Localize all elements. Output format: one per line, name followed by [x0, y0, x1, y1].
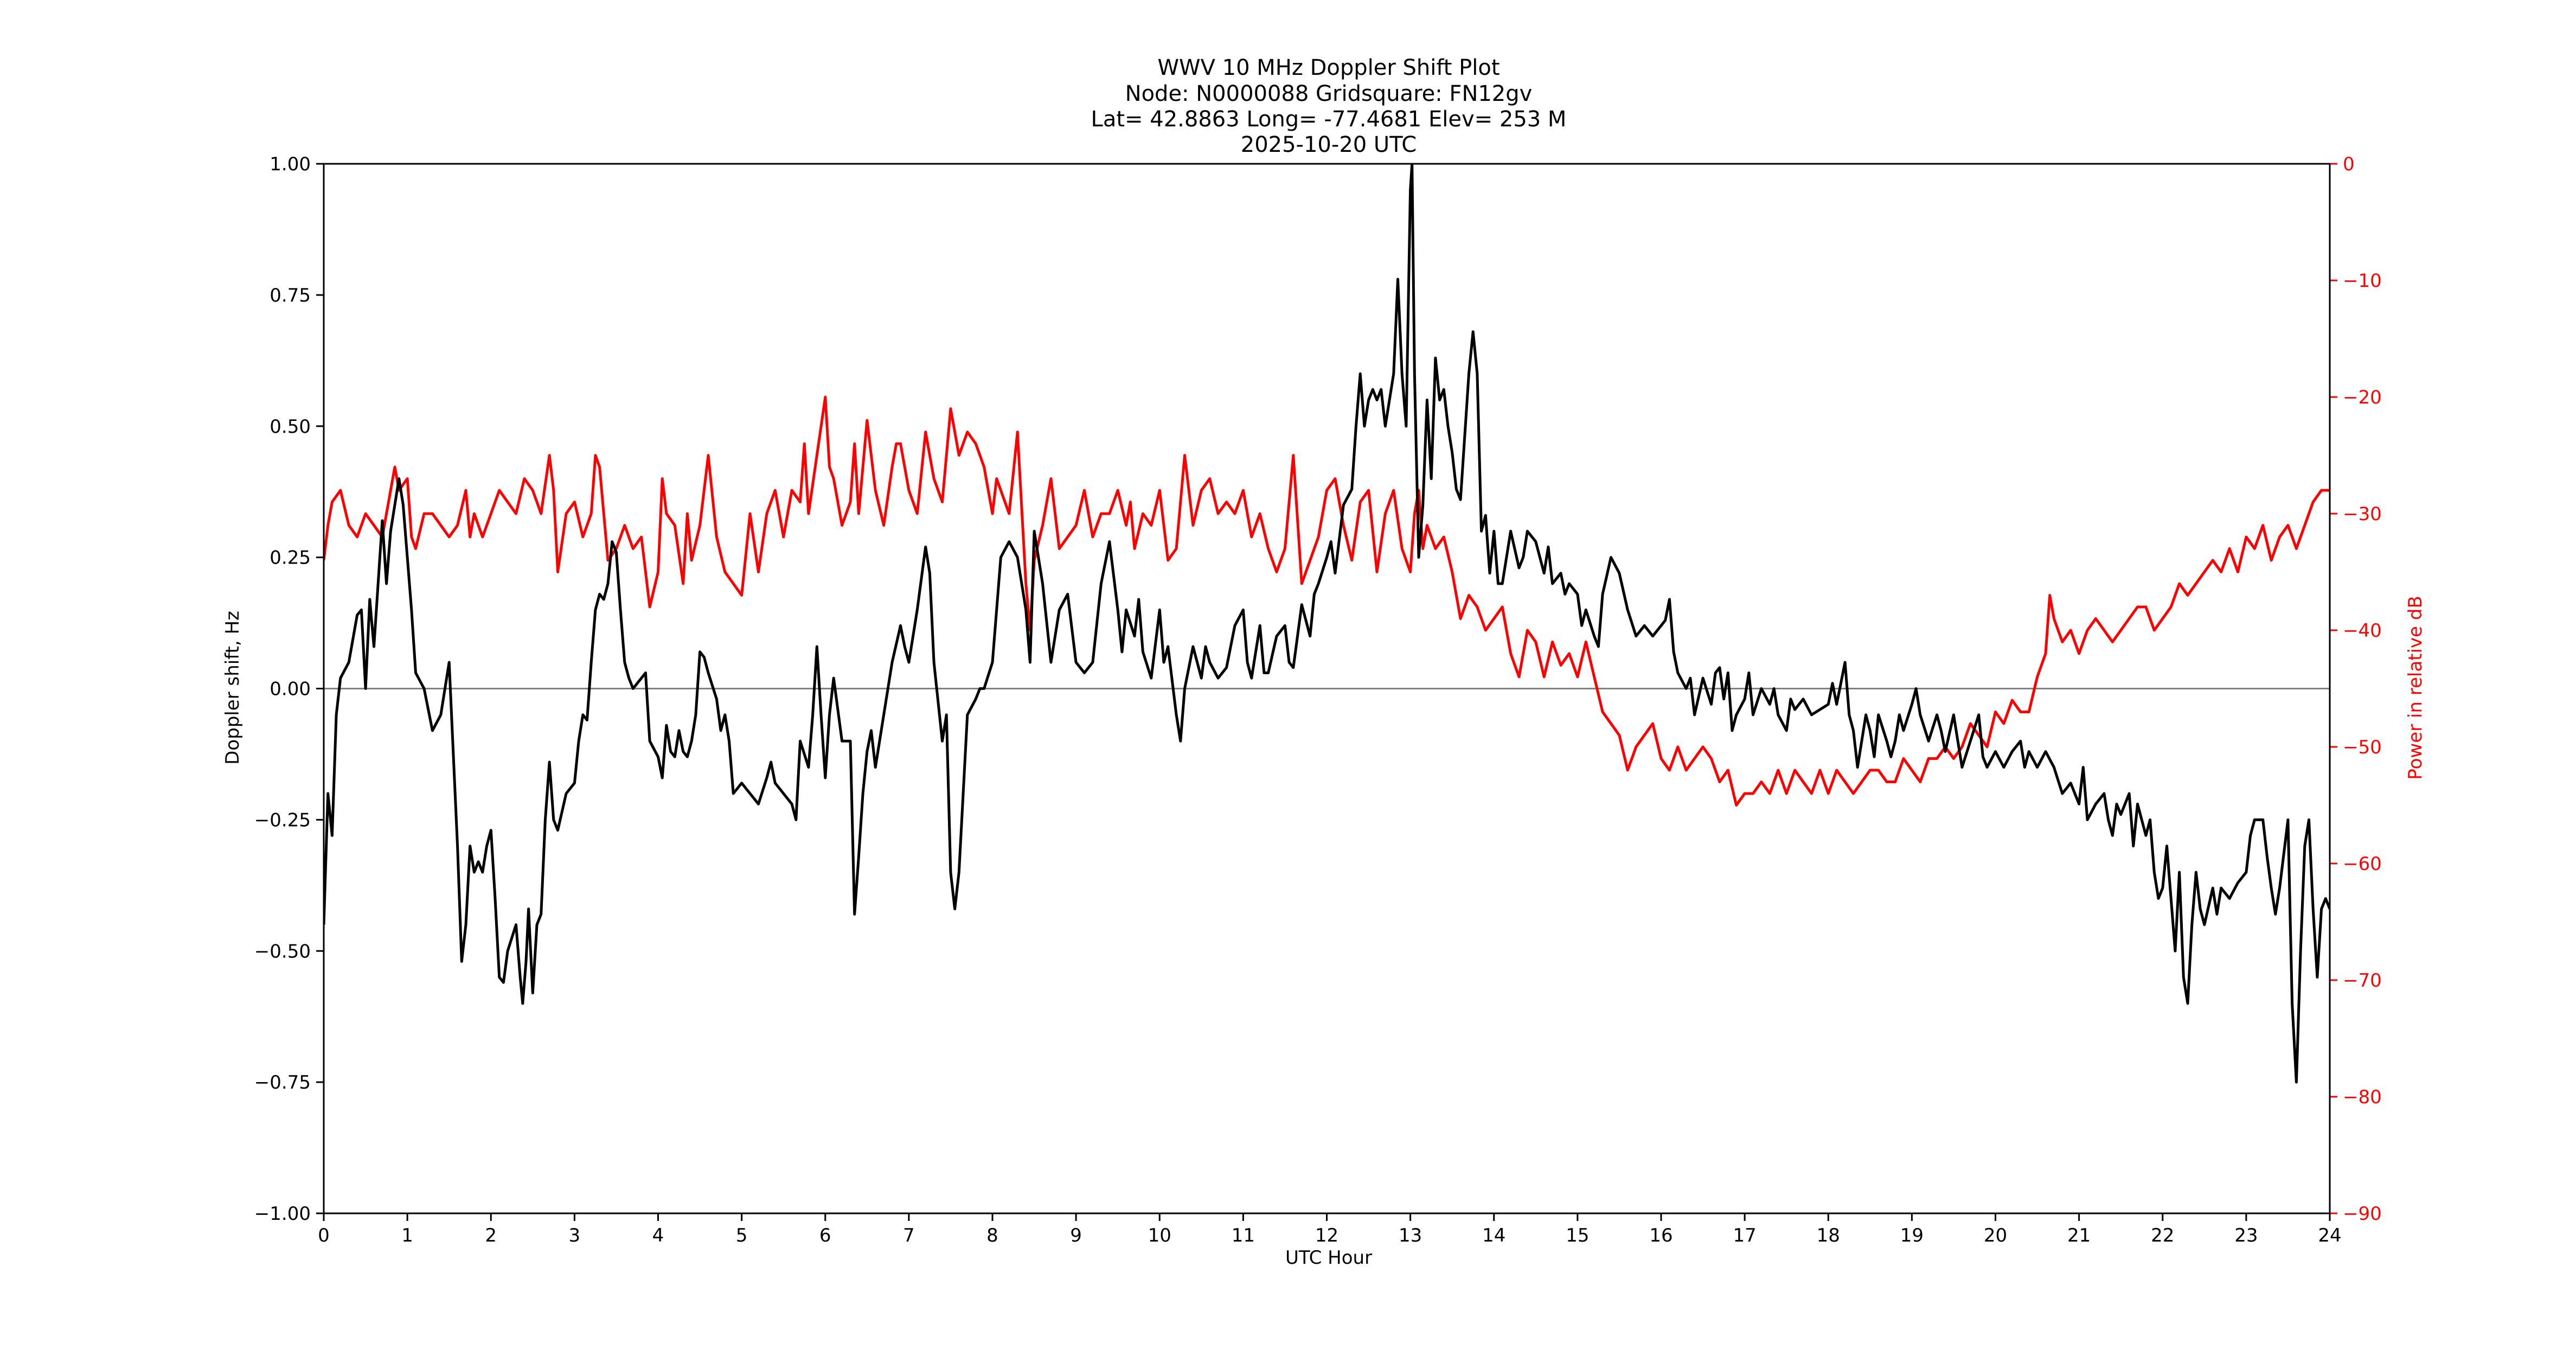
y2-tick-label: −90	[2343, 1203, 2382, 1225]
doppler-series-line	[324, 164, 2330, 1084]
x-axis-label: UTC Hour	[1285, 1247, 1372, 1269]
y2-tick-label: −30	[2343, 503, 2382, 525]
y2-tick-label: −60	[2343, 853, 2382, 875]
y-tick-label: 0.50	[270, 416, 311, 438]
y-tick-label: 1.00	[270, 153, 311, 175]
x-tick-label: 0	[318, 1225, 330, 1246]
x-tick-label: 22	[2151, 1225, 2174, 1246]
x-tick-label: 11	[1232, 1225, 1255, 1246]
x-tick-label: 17	[1733, 1225, 1756, 1246]
x-tick-label: 12	[1315, 1225, 1338, 1246]
y2-tick-label: −40	[2343, 620, 2382, 642]
y-axis-ticks: 1.00 0.75 0.50 0.25 0.00 −0.25 −0.50 −0.75 −1.00	[254, 153, 324, 1225]
x-tick-label: 2	[485, 1225, 497, 1246]
x-tick-label: 7	[903, 1225, 915, 1246]
x-tick-label: 9	[1070, 1225, 1082, 1246]
chart-title: WWV 10 MHz Doppler Shift Plot Node: N000…	[1091, 55, 1567, 157]
y2-axis-label: Power in relative dB	[2405, 596, 2426, 779]
x-tick-label: 10	[1148, 1225, 1171, 1246]
y2-tick-label: 0	[2343, 153, 2355, 175]
x-tick-label: 23	[2234, 1225, 2258, 1246]
y2-tick-label: −10	[2343, 270, 2382, 292]
x-tick-label: 1	[401, 1225, 413, 1246]
x-tick-label: 16	[1649, 1225, 1673, 1246]
power-series-line	[324, 395, 2330, 807]
title-line-2: Node: N0000088 Gridsquare: FN12gv	[1125, 81, 1533, 106]
y-tick-label: 0.25	[270, 547, 311, 569]
title-line-1: WWV 10 MHz Doppler Shift Plot	[1157, 55, 1500, 80]
y2-tick-label: −20	[2343, 387, 2382, 408]
x-tick-label: 19	[1900, 1225, 1924, 1246]
x-tick-label: 21	[2067, 1225, 2091, 1246]
x-axis-ticks: 0 1 2 3 4 5 6 7 8 9 10 11 12 13 14 15 16 17 18 19 20 21 22 23 24	[318, 1213, 2342, 1246]
y2-tick-label: −50	[2343, 737, 2382, 758]
y-tick-label: 0.00	[270, 679, 311, 700]
y-tick-label: −0.75	[254, 1072, 311, 1093]
plot-series	[324, 164, 2330, 1084]
y-axis-label: Doppler shift, Hz	[222, 611, 243, 765]
y2-tick-label: −70	[2343, 970, 2382, 992]
x-tick-label: 18	[1817, 1225, 1840, 1246]
x-tick-label: 14	[1482, 1225, 1505, 1246]
x-tick-label: 5	[736, 1225, 748, 1246]
x-tick-label: 13	[1399, 1225, 1422, 1246]
y-tick-label: −1.00	[254, 1203, 311, 1225]
x-tick-label: 8	[986, 1225, 998, 1246]
plot-frame	[323, 163, 2331, 1214]
x-tick-label: 24	[2318, 1225, 2341, 1246]
y-tick-label: −0.50	[254, 941, 311, 962]
x-tick-label: 15	[1566, 1225, 1589, 1246]
y-tick-label: −0.25	[254, 809, 311, 831]
x-tick-label: 6	[819, 1225, 831, 1246]
title-line-3: Lat= 42.8863 Long= -77.4681 Elev= 253 M	[1091, 107, 1567, 132]
title-line-4: 2025-10-20 UTC	[1241, 132, 1417, 157]
x-tick-label: 20	[1984, 1225, 2007, 1246]
y-tick-label: 0.75	[270, 285, 311, 306]
x-tick-label: 3	[569, 1225, 581, 1246]
y2-axis-ticks: 0 −10 −20 −30 −40 −50 −60 −70 −80 −90	[2330, 153, 2382, 1225]
y2-tick-label: −80	[2343, 1086, 2382, 1108]
x-tick-label: 4	[652, 1225, 664, 1246]
